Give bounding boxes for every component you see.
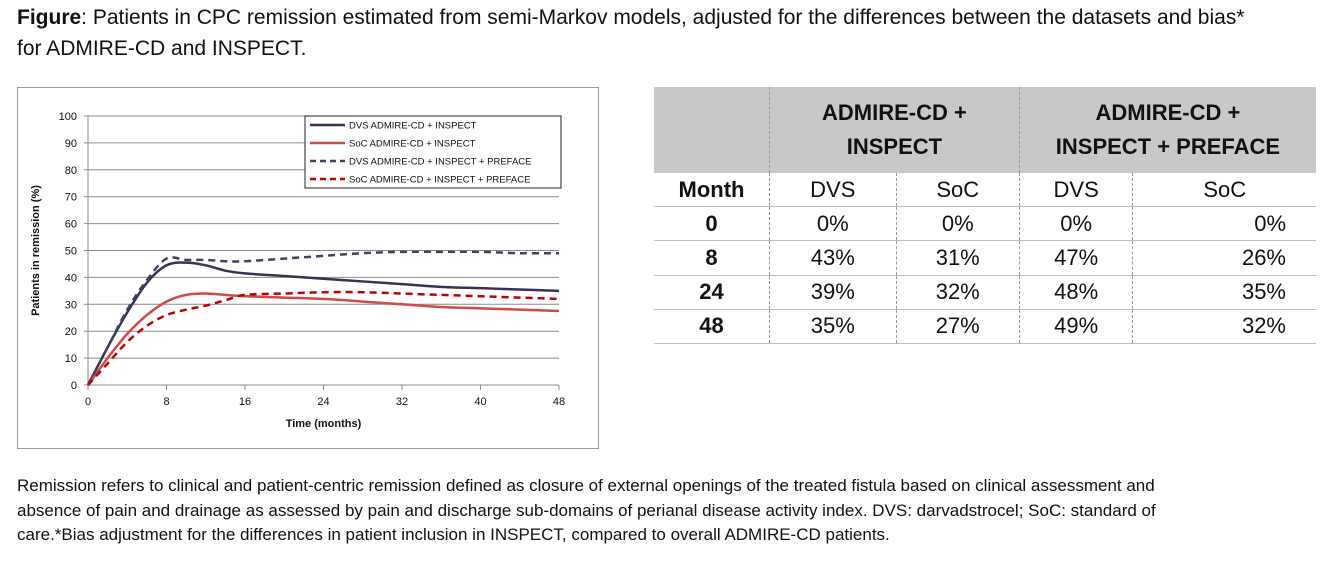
dvs1-cell: 43% — [769, 240, 897, 276]
table-row: 24 39% 32% 48% 35% — [654, 275, 1316, 310]
table-row: 0 0% 0% 0% 0% — [654, 206, 1316, 242]
month-header: Month — [654, 173, 770, 208]
y-tick-label: 70 — [65, 192, 77, 204]
y-axis-label: Patients in remission (%) — [30, 185, 42, 316]
soc1-cell: 27% — [895, 309, 1020, 345]
y-tick-label: 100 — [59, 111, 77, 123]
legend-label-1: DVS ADMIRE-CD + INSPECT — [349, 121, 477, 132]
dvs-header-2: DVS — [1018, 173, 1133, 208]
dvs1-cell: 39% — [769, 275, 897, 310]
month-cell: 0 — [654, 206, 770, 242]
soc1-cell: 0% — [895, 206, 1020, 242]
table-row: 8 43% 31% 47% 26% — [654, 240, 1316, 276]
dvs2-cell: 49% — [1018, 309, 1133, 345]
legend-label-4: SoC ADMIRE-CD + INSPECT + PREFACE — [349, 175, 530, 186]
soc2-cell: 32% — [1132, 309, 1316, 345]
x-tick-label: 32 — [396, 396, 408, 408]
y-tick-label: 10 — [65, 353, 77, 365]
series-line-4 — [87, 290, 560, 386]
figure-title: Figure: Patients in CPC remission estima… — [17, 2, 1247, 64]
dvs2-cell: 48% — [1018, 275, 1133, 310]
dvs2-cell: 47% — [1018, 240, 1133, 276]
series-line-1 — [86, 261, 560, 386]
y-tick-label: 40 — [65, 272, 77, 284]
series-line-2 — [86, 292, 560, 386]
figure-label: Figure — [17, 6, 82, 29]
soc-header-2: SoC — [1132, 173, 1316, 208]
chart-frame: 0 10 20 30 40 50 60 70 80 90 100 0 8 16 24 32 40 48 Time (… — [17, 87, 599, 449]
footnote: Remission refers to clinical and patient… — [17, 476, 1156, 544]
remission-line-chart: 0 10 20 30 40 50 60 70 80 90 100 0 8 16 24 32 40 48 Time (… — [30, 111, 565, 430]
legend-label-3: DVS ADMIRE-CD + INSPECT + PREFACE — [349, 157, 531, 168]
x-tick-label: 16 — [239, 396, 251, 408]
x-axis-label: Time (months) — [286, 418, 362, 430]
legend-label-2: SoC ADMIRE-CD + INSPECT — [349, 139, 476, 150]
x-tick-label: 40 — [474, 396, 486, 408]
soc2-cell: 0% — [1132, 206, 1316, 242]
figure-title-text: : Patients in CPC remission estimated fr… — [17, 6, 1245, 60]
soc1-cell: 32% — [895, 275, 1020, 310]
y-tick-label: 20 — [65, 326, 77, 338]
group1-header: ADMIRE-CD + INSPECT — [769, 87, 1020, 174]
y-tick-label: 50 — [65, 246, 77, 258]
y-tick-label: 80 — [65, 165, 77, 177]
soc-header-1: SoC — [895, 173, 1020, 208]
y-tick-label: 60 — [65, 219, 77, 231]
dvs-header-1: DVS — [769, 173, 897, 208]
series-line-3 — [86, 250, 560, 386]
y-tick-label: 0 — [71, 380, 77, 392]
y-tick-label: 90 — [65, 138, 77, 150]
dvs2-cell: 0% — [1018, 206, 1133, 242]
table-subheader-row: Month DVS SoC DVS SoC — [654, 173, 1316, 208]
soc2-cell: 26% — [1132, 240, 1316, 276]
table-corner-cell — [654, 87, 770, 174]
dvs1-cell: 0% — [769, 206, 897, 242]
month-cell: 8 — [654, 240, 770, 276]
table-row: 48 35% 27% 49% 32% — [654, 309, 1316, 345]
legend-box — [304, 115, 562, 189]
month-cell: 48 — [654, 309, 770, 345]
soc1-cell: 31% — [895, 240, 1020, 276]
x-tick-label: 0 — [85, 396, 91, 408]
month-cell: 24 — [654, 275, 770, 310]
remission-table: ADMIRE-CD + INSPECT ADMIRE-CD + INSPECT … — [654, 87, 1316, 345]
x-tick-label: 8 — [163, 396, 169, 408]
x-tick-label: 48 — [553, 396, 565, 408]
table-group-header-row: ADMIRE-CD + INSPECT ADMIRE-CD + INSPECT … — [654, 87, 1316, 174]
dvs1-cell: 35% — [769, 309, 897, 345]
x-tick-label: 24 — [317, 396, 329, 408]
soc2-cell: 35% — [1132, 275, 1316, 310]
group2-header: ADMIRE-CD + INSPECT + PREFACE — [1018, 87, 1316, 174]
y-tick-label: 30 — [65, 299, 77, 311]
